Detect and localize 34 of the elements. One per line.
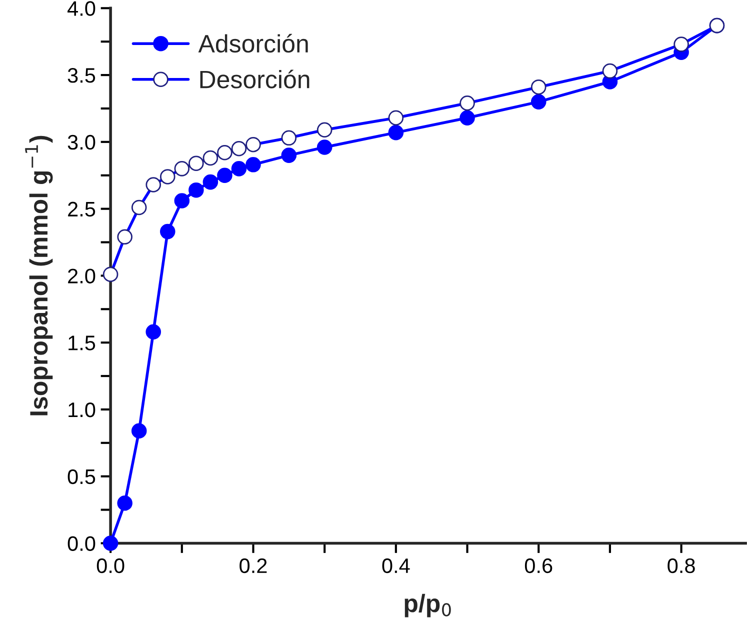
x-tick-label: 0.4 bbox=[382, 558, 410, 574]
y-tick-label: 1.0 bbox=[68, 402, 96, 418]
point bbox=[202, 174, 218, 190]
point bbox=[281, 148, 297, 163]
point bbox=[146, 324, 161, 340]
y-tick-label: 2.5 bbox=[68, 202, 96, 217]
x-axis-title: p/p$_{0}$ bbox=[404, 594, 451, 618]
point bbox=[174, 193, 190, 208]
x-tick-label: 0.0 bbox=[96, 558, 124, 574]
x-tick-label: 0.6 bbox=[524, 558, 552, 574]
point bbox=[231, 161, 247, 176]
x-tick-label: 0.8 bbox=[668, 558, 695, 574]
point bbox=[388, 124, 404, 140]
point bbox=[460, 110, 475, 126]
point bbox=[117, 495, 132, 511]
y-tick-label: 3.5 bbox=[68, 68, 96, 83]
y-tick-label: 0.0 bbox=[68, 536, 96, 551]
point bbox=[217, 168, 232, 184]
point bbox=[530, 94, 546, 110]
point bbox=[102, 536, 118, 551]
point bbox=[160, 224, 176, 240]
point bbox=[131, 423, 147, 438]
x-tick-label: 0.2 bbox=[240, 558, 267, 574]
y-tick-label: 2.0 bbox=[68, 268, 96, 284]
y-tick-label: 4.0 bbox=[67, 1, 96, 16]
y-tick-label: 0.5 bbox=[68, 469, 96, 484]
y-tick-label: 3.0 bbox=[68, 134, 96, 150]
point bbox=[246, 157, 261, 172]
point bbox=[316, 140, 332, 155]
legend-label: Adsorción bbox=[198, 34, 308, 53]
y-tick-label: 1.5 bbox=[68, 336, 96, 350]
y-axis-title: Isopropanol (mmol g$^{−1}$) bbox=[25, 136, 53, 416]
legend-label: Desorción bbox=[200, 70, 310, 88]
point bbox=[188, 182, 204, 198]
